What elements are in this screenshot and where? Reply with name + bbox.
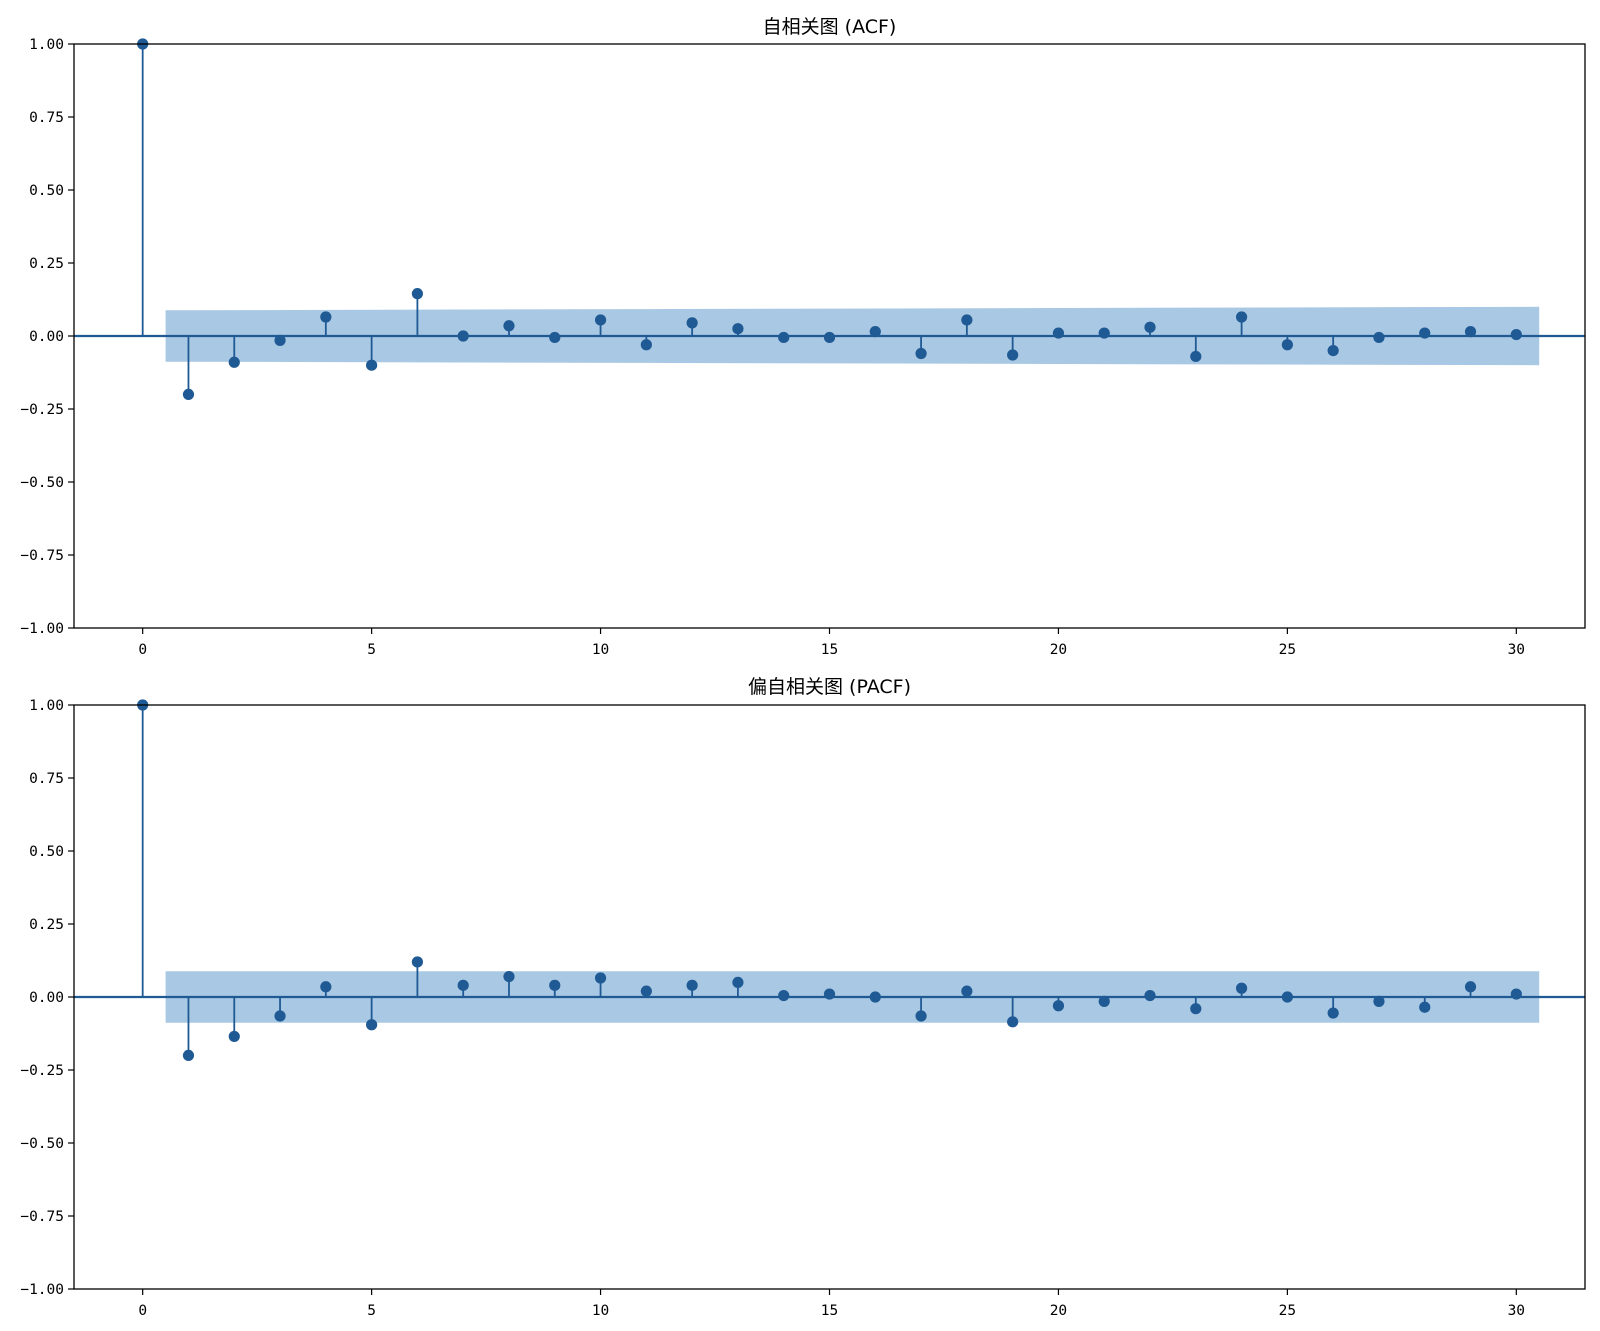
chart1-point-lag-3 xyxy=(274,1010,286,1022)
chart1-point-lag-2 xyxy=(228,1030,240,1043)
chart1-point-lag-11 xyxy=(640,985,652,997)
chart1-ytick-label-6: −0.50 xyxy=(20,1136,64,1152)
chart1-xtick-label-5: 25 xyxy=(1279,1303,1296,1319)
chart1-ytick-label-5: −0.25 xyxy=(20,1063,64,1079)
chart0-point-lag-22 xyxy=(1144,321,1156,333)
chart1-point-lag-17 xyxy=(915,1010,927,1022)
chart0-point-lag-19 xyxy=(1007,349,1019,361)
chart1-point-lag-1 xyxy=(182,1049,195,1061)
chart1-point-lag-13 xyxy=(732,976,744,989)
chart0-ytick-label-2: 0.50 xyxy=(29,183,64,199)
chart1-point-lag-7 xyxy=(457,979,469,991)
chart1-point-lag-26 xyxy=(1327,1007,1339,1019)
chart0-point-lag-8 xyxy=(503,320,515,332)
chart0-xtick-label-2: 10 xyxy=(592,642,609,658)
chart1-point-lag-8 xyxy=(503,970,515,983)
chart0-point-lag-16 xyxy=(869,326,881,338)
chart0-point-lag-5 xyxy=(366,359,378,371)
chart1-point-lag-15 xyxy=(823,988,836,1000)
chart0-point-lag-13 xyxy=(732,323,744,335)
chart0-ytick-label-0: 1.00 xyxy=(29,37,64,53)
chart0-point-lag-1 xyxy=(182,388,195,400)
chart0-ytick-label-6: −0.50 xyxy=(20,475,64,491)
chart1-xtick-label-6: 30 xyxy=(1508,1303,1525,1319)
chart1-ytick-label-2: 0.50 xyxy=(29,844,64,860)
chart1-ytick-label-1: 0.75 xyxy=(29,771,64,787)
chart0-point-lag-25 xyxy=(1281,339,1293,351)
chart1-point-lag-29 xyxy=(1464,981,1477,993)
chart0-point-lag-2 xyxy=(228,356,240,368)
chart0-point-lag-23 xyxy=(1190,350,1202,363)
chart1-point-lag-4 xyxy=(320,981,332,993)
chart0-point-lag-15 xyxy=(823,331,836,344)
chart0-xtick-label-0: 0 xyxy=(138,642,147,658)
chart0-ytick-label-7: −0.75 xyxy=(20,548,64,564)
chart1-point-lag-22 xyxy=(1144,989,1156,1002)
chart0-point-lag-4 xyxy=(320,311,332,323)
chart0-point-lag-11 xyxy=(640,339,652,351)
chart0-point-lag-20 xyxy=(1052,327,1065,339)
chart0-point-lag-9 xyxy=(549,331,561,344)
chart1-point-lag-20 xyxy=(1052,1000,1065,1012)
chart1-ytick-label-3: 0.25 xyxy=(29,917,64,933)
chart0-point-lag-27 xyxy=(1373,331,1385,344)
chart0-point-lag-18 xyxy=(961,314,973,326)
chart1-point-lag-12 xyxy=(686,979,698,991)
chart0-point-lag-21 xyxy=(1098,327,1110,339)
chart0-xtick-label-3: 15 xyxy=(821,642,838,658)
chart1-panel: 偏自相关图 (PACF) 1.00 0.75 0.50 0.25 0.00 −0.25 −0.… xyxy=(20,676,1586,1319)
chart0-ytick-label-3: 0.25 xyxy=(29,256,64,272)
chart1-title: 偏自相关图 (PACF) xyxy=(748,676,911,698)
chart0-point-lag-17 xyxy=(915,347,927,360)
chart0-title: 自相关图 (ACF) xyxy=(763,16,897,38)
chart1-xtick-label-4: 20 xyxy=(1050,1303,1067,1319)
chart1-xtick-label-3: 15 xyxy=(821,1303,838,1319)
chart0-xtick-label-4: 20 xyxy=(1050,642,1067,658)
chart1-ytick-label-7: −0.75 xyxy=(20,1209,64,1225)
chart1-xtick-label-2: 10 xyxy=(592,1303,609,1319)
chart1-point-lag-23 xyxy=(1190,1003,1202,1015)
chart0-xtick-label-6: 30 xyxy=(1508,642,1525,658)
chart1-point-lag-30 xyxy=(1510,988,1522,1000)
chart0-point-lag-14 xyxy=(778,331,790,344)
chart1-point-lag-14 xyxy=(778,989,790,1002)
chart1-point-lag-21 xyxy=(1098,995,1110,1007)
chart1-point-lag-6 xyxy=(411,956,424,968)
chart0-point-lag-30 xyxy=(1510,328,1522,341)
chart0-point-lag-29 xyxy=(1464,326,1477,338)
chart0-point-lag-3 xyxy=(274,334,286,346)
chart0-xtick-label-5: 25 xyxy=(1279,642,1296,658)
chart1-ytick-label-4: 0.00 xyxy=(29,990,64,1006)
chart1-ytick-label-0: 1.00 xyxy=(29,698,64,714)
chart1-point-lag-5 xyxy=(366,1019,378,1031)
chart1-point-lag-10 xyxy=(594,972,607,984)
chart1-ytick-label-8: −1.00 xyxy=(20,1282,64,1298)
chart1-xtick-label-0: 0 xyxy=(138,1303,147,1319)
chart0-point-lag-12 xyxy=(686,317,698,329)
chart1-point-lag-19 xyxy=(1007,1016,1019,1028)
chart0-ytick-label-5: −0.25 xyxy=(20,402,64,418)
chart0-panel: 自相关图 (ACF) 1.00 0.75 0.50 0.25 0.00 −0.25 −0.50… xyxy=(20,16,1586,658)
chart0-ytick-label-8: −1.00 xyxy=(20,621,64,637)
chart1-point-lag-25 xyxy=(1281,991,1293,1003)
chart1-xtick-label-1: 5 xyxy=(367,1303,376,1319)
chart0-point-lag-24 xyxy=(1235,311,1248,323)
chart1-point-lag-27 xyxy=(1373,995,1385,1007)
chart1-point-lag-16 xyxy=(869,991,881,1003)
chart1-point-lag-24 xyxy=(1235,982,1248,994)
chart0-ytick-label-1: 0.75 xyxy=(29,110,64,126)
chart0-point-lag-7 xyxy=(457,330,469,342)
chart0-xtick-label-1: 5 xyxy=(367,642,376,658)
chart1-point-lag-18 xyxy=(961,985,973,997)
chart0-point-lag-10 xyxy=(594,314,607,326)
chart0-point-lag-28 xyxy=(1419,327,1431,339)
chart0-point-lag-6 xyxy=(411,288,424,300)
chart1-point-lag-9 xyxy=(549,979,561,991)
chart0-ytick-label-4: 0.00 xyxy=(29,329,64,345)
chart0-point-lag-26 xyxy=(1327,345,1339,357)
chart1-point-lag-28 xyxy=(1419,1001,1431,1013)
